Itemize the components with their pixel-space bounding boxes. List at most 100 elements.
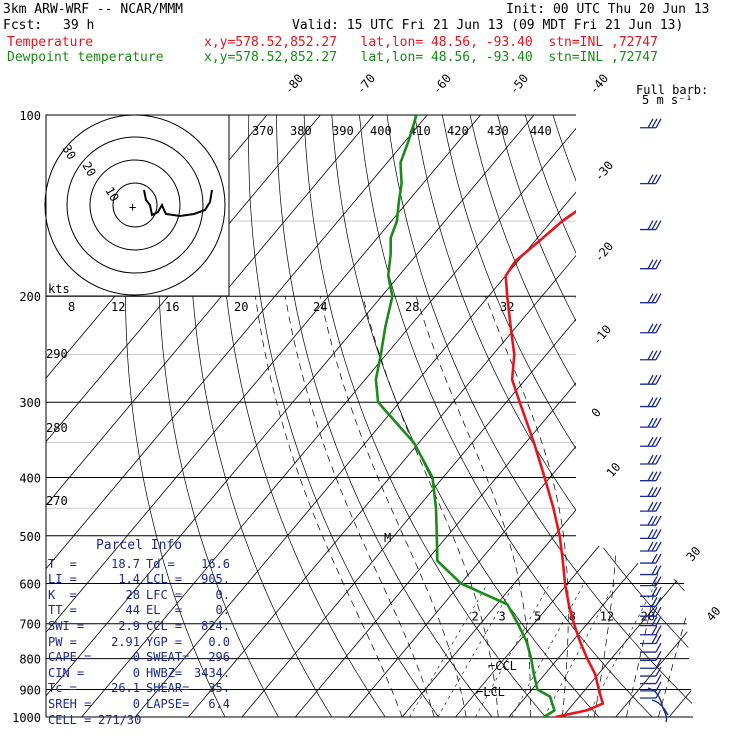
parcel-info-cell: 824. <box>201 618 230 633</box>
parcel-info-rows: T = 18.7 Td = 16.6 LI = 1.4 LCL = 905. K = 28 LFC … <box>48 557 230 729</box>
parcel-info-cell: 905. <box>201 572 230 587</box>
isotherm-label: -50 <box>507 71 532 97</box>
valid-time: Valid: 15 UTC Fri 21 Jun 13 (09 MDT Fri … <box>292 18 684 33</box>
full-barb-value: 5 m s⁻¹ <box>642 93 693 107</box>
dry-adiabat <box>469 115 693 717</box>
model-title: 3km ARW-WRF -- NCAR/MMM <box>3 2 184 17</box>
moist-adiabat <box>319 296 467 717</box>
isotherm-line <box>46 115 375 717</box>
parcel-info-row: TT = 44 EL = 0. <box>48 603 230 619</box>
moist-adiabat <box>575 296 618 717</box>
isotherm-label: -10 <box>590 322 615 348</box>
isotherm-label: -80 <box>282 71 307 97</box>
parcel-info-cell: SHEAR= <box>146 681 190 696</box>
wind-barb <box>640 666 662 677</box>
wind-barb <box>640 397 662 408</box>
parcel-info-cell: Tc = <box>48 681 77 696</box>
isotherm-label: -30 <box>592 158 617 184</box>
wind-barb <box>640 565 662 576</box>
wind-barb <box>640 650 662 661</box>
moist-adiabat <box>485 296 569 717</box>
parcel-info-cell: 0. <box>215 603 230 618</box>
kts-tick-label: 20 <box>234 300 248 314</box>
wind-barb <box>640 501 662 512</box>
theta-label: 400 <box>370 124 392 138</box>
dry-adiabat <box>607 115 693 717</box>
mixing-ratio-label: 2 <box>471 610 478 624</box>
wind-barb <box>640 515 662 526</box>
parcel-info-row: PW = 2.91 YGP = 0.0 <box>48 635 230 651</box>
isotherm-label: 10 <box>604 460 624 480</box>
profiles <box>374 115 672 717</box>
wind-barb <box>640 597 662 608</box>
parcel-info-row: CAPE = 0 SWEAT= 296 <box>48 650 230 666</box>
fcst-value: 39 h <box>63 18 95 33</box>
wind-barb <box>640 471 662 482</box>
parcel-info-cell: SWI = <box>48 618 85 633</box>
wind-barb <box>640 529 662 540</box>
wind-barb <box>640 417 662 428</box>
isotherm-label: -70 <box>354 71 379 97</box>
theta-label: 430 <box>487 124 509 138</box>
parcel-info-cell: 3434. <box>194 665 231 680</box>
parcel-info-cell: 1.4 <box>118 572 140 587</box>
parcel-info-row: K = 28 LFC = 0. <box>48 588 230 604</box>
theta-label: 380 <box>290 124 312 138</box>
kts-label: kts <box>48 282 70 296</box>
parcel-info-row: SWI = 2.9 CCL = 824. <box>48 619 230 635</box>
fcst-label: Fcst: <box>3 18 43 33</box>
wind-barb <box>640 658 662 669</box>
dry-adiabat <box>189 115 333 717</box>
parcel-info-cell: 0 <box>132 650 140 665</box>
init-time: Init: 00 UTC Thu 20 Jun 13 <box>506 2 710 17</box>
isotherm-line <box>188 115 693 717</box>
lcl-annotation: ⌐LCL <box>476 685 505 699</box>
kts-tick-label: 8 <box>68 300 75 314</box>
moist-adiabats <box>255 296 693 717</box>
isotherm-line <box>723 115 740 717</box>
theta-label: 410 <box>409 124 431 138</box>
parcel-info-row: LI = 1.4 LCL = 905. <box>48 572 230 588</box>
isotherm-line <box>561 115 693 717</box>
parcel-info-cell <box>140 713 194 729</box>
dry-adiabat <box>663 115 693 717</box>
theta-label-left: 290 <box>46 347 68 361</box>
mixing-ratio-line <box>587 583 656 717</box>
wind-barb <box>640 688 662 699</box>
parcel-info-row: Tc = 26.1 SHEAR= 35. <box>48 681 230 697</box>
hodograph-ring <box>89 159 181 251</box>
hodograph-ring <box>44 114 226 296</box>
pressure-tick-label: 900 <box>19 683 41 697</box>
isotherm-line <box>615 115 693 717</box>
parcel-info-cell: EL = <box>146 603 183 618</box>
temperature-location: x,y=578.52,852.27 lat,lon= 48.56, -93.40… <box>204 35 658 50</box>
parcel-info-cell: TT = <box>48 603 77 618</box>
wind-barb <box>640 553 662 564</box>
parcel-info-cell: LI = <box>48 572 77 587</box>
wind-barb <box>640 642 662 653</box>
wind-barb <box>640 259 662 270</box>
mixing-ratio-line <box>475 583 551 717</box>
isotherm-label: -40 <box>587 71 612 97</box>
wind-barb <box>640 606 662 617</box>
isotherm-line <box>455 115 693 717</box>
pressure-tick-label: 1000 <box>12 711 41 725</box>
dewpoint-line <box>374 115 556 717</box>
parcel-info-cell: LFC = <box>146 587 183 602</box>
wind-barb <box>640 374 662 385</box>
pressure-tick-label: 100 <box>19 109 41 123</box>
temperature-line <box>504 115 672 717</box>
m-marker: M <box>384 531 391 545</box>
hodograph-ring-label: 10 <box>102 185 121 205</box>
full-barb-label: Full barb: <box>636 83 708 97</box>
isotherm-label: -20 <box>592 239 617 265</box>
kts-tick-label: 24 <box>313 300 327 314</box>
parcel-info-cell: 6.4 <box>208 696 230 711</box>
dry-adiabat <box>414 115 693 717</box>
theta-label-left: 270 <box>46 494 68 508</box>
parcel-info-cell: PW = <box>48 634 77 649</box>
pressure-tick-label: 500 <box>19 530 41 544</box>
hodograph-ring-label: 20 <box>79 160 98 180</box>
wind-barb-lowlevel <box>647 687 669 723</box>
